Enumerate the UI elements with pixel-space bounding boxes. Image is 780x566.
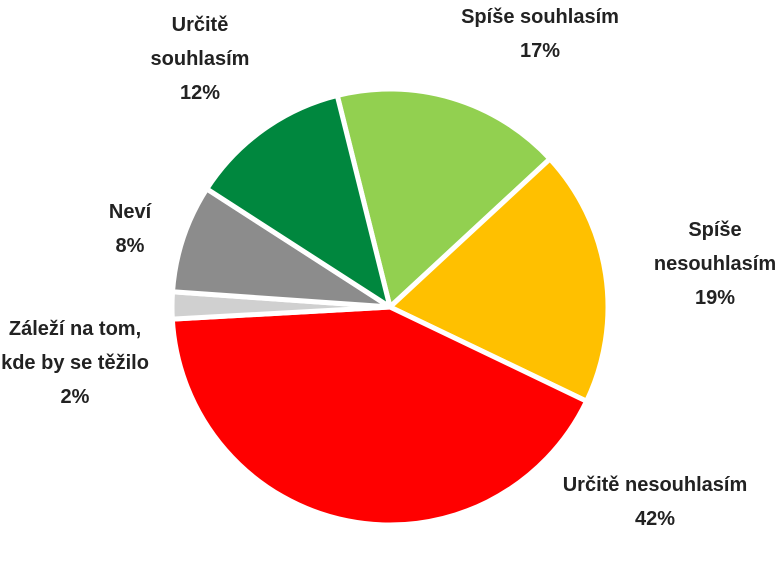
slice-label: Spíše nesouhlasím 19% <box>640 213 780 315</box>
slice-label: Záleží na tom, kde by se těžilo 2% <box>0 312 150 414</box>
value-label: 17% <box>519 40 561 62</box>
pie-slice <box>204 92 393 310</box>
value-label: 42% <box>634 508 676 530</box>
slice-label: Určitě nesouhlasím 42% <box>560 468 750 536</box>
value-label: 12% <box>179 82 221 104</box>
slice-label: Neví 8% <box>80 195 180 263</box>
pie-slice <box>334 86 553 310</box>
pie-slice <box>387 156 611 404</box>
category-name: Spíše nesouhlasím <box>653 219 777 275</box>
value-label: 19% <box>694 287 736 309</box>
pie-slice <box>169 304 590 528</box>
category-name: Určitě souhlasím <box>150 14 250 70</box>
value-label: 8% <box>115 235 145 257</box>
category-name: Spíše souhlasím <box>461 6 619 28</box>
category-name: Určitě nesouhlasím <box>562 474 748 496</box>
slice-label: Určitě souhlasím 12% <box>120 8 280 110</box>
category-name: Záleží na tom, kde by se těžilo <box>1 318 149 374</box>
value-label: 2% <box>60 386 90 408</box>
category-name: Neví <box>108 201 152 223</box>
slice-label: Spíše souhlasím 17% <box>460 0 620 68</box>
